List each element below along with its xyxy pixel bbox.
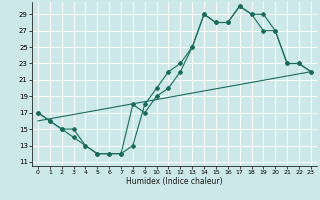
X-axis label: Humidex (Indice chaleur): Humidex (Indice chaleur) xyxy=(126,177,223,186)
